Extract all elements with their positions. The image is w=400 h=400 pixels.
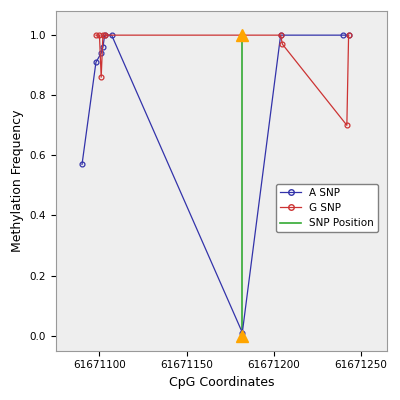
Legend: A SNP, G SNP, SNP Position: A SNP, G SNP, SNP Position [276,184,378,232]
X-axis label: CpG Coordinates: CpG Coordinates [169,376,274,389]
Y-axis label: Methylation Frequency: Methylation Frequency [11,110,24,252]
